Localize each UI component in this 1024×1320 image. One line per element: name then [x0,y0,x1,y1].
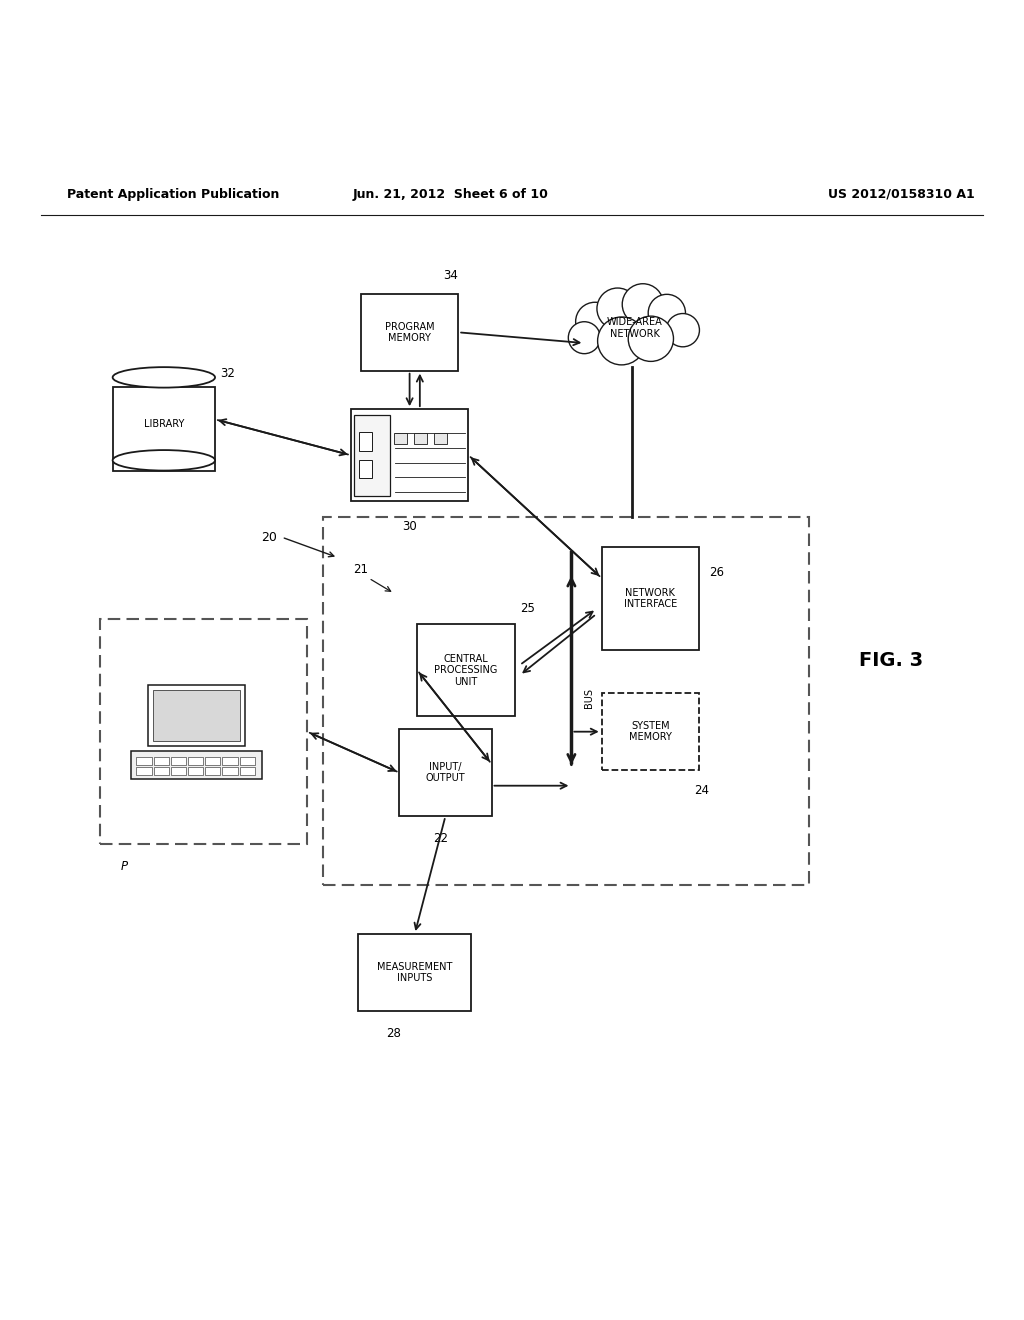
Bar [399,729,492,816]
Bar [602,693,698,770]
Bar [323,516,809,886]
Text: 20: 20 [261,531,278,544]
Text: Patent Application Publication: Patent Application Publication [67,187,279,201]
Circle shape [568,322,600,354]
Polygon shape [568,294,701,364]
Bar [136,756,152,764]
Text: 30: 30 [402,520,417,533]
Bar [100,619,307,845]
Bar [148,685,245,746]
Bar [136,767,152,775]
Bar [434,433,447,444]
Circle shape [575,302,614,341]
Bar [354,414,389,496]
Text: INPUT/
OUTPUT: INPUT/ OUTPUT [426,762,465,784]
Bar [205,767,220,775]
Bar [350,409,469,502]
Circle shape [623,284,664,325]
Bar [359,432,372,450]
Bar [358,935,471,1011]
Text: SYSTEM
MEMORY: SYSTEM MEMORY [629,721,672,742]
Bar [240,767,255,775]
Bar [240,756,255,764]
Bar [361,294,459,371]
Text: 34: 34 [443,269,459,282]
Bar [171,756,186,764]
Circle shape [628,317,674,362]
Text: 21: 21 [353,562,369,576]
Text: P: P [121,861,128,874]
Ellipse shape [113,450,215,470]
Bar [188,767,203,775]
Text: 28: 28 [387,1027,401,1040]
Bar [359,459,372,478]
Bar [154,756,169,764]
Bar [205,756,220,764]
Bar [602,548,698,649]
Text: BUS: BUS [584,689,594,709]
Bar [171,767,186,775]
Bar [394,433,408,444]
Circle shape [598,317,645,364]
Bar [131,751,262,779]
Text: 22: 22 [433,832,449,845]
Circle shape [597,288,638,329]
Text: FIG. 3: FIG. 3 [859,651,923,669]
Text: NETWORK
INTERFACE: NETWORK INTERFACE [624,587,677,610]
Bar [415,433,427,444]
Text: WIDE-AREA
NETWORK: WIDE-AREA NETWORK [607,317,663,339]
Bar [154,689,240,741]
Bar [154,767,169,775]
Text: 26: 26 [709,566,724,579]
Circle shape [667,314,699,347]
Text: 32: 32 [220,367,236,380]
Text: MEASUREMENT
INPUTS: MEASUREMENT INPUTS [377,961,453,983]
Bar [222,756,238,764]
Bar [222,767,238,775]
Text: CENTRAL
PROCESSING
UNIT: CENTRAL PROCESSING UNIT [434,653,498,686]
Circle shape [648,294,685,331]
Text: PROGRAM
MEMORY: PROGRAM MEMORY [385,322,434,343]
Text: 25: 25 [520,602,535,615]
Text: 24: 24 [694,784,709,797]
Bar [113,387,215,470]
Bar [188,756,203,764]
Text: Jun. 21, 2012  Sheet 6 of 10: Jun. 21, 2012 Sheet 6 of 10 [352,187,549,201]
Bar [418,624,515,717]
Ellipse shape [113,367,215,388]
Text: LIBRARY: LIBRARY [143,420,184,429]
Text: US 2012/0158310 A1: US 2012/0158310 A1 [827,187,975,201]
